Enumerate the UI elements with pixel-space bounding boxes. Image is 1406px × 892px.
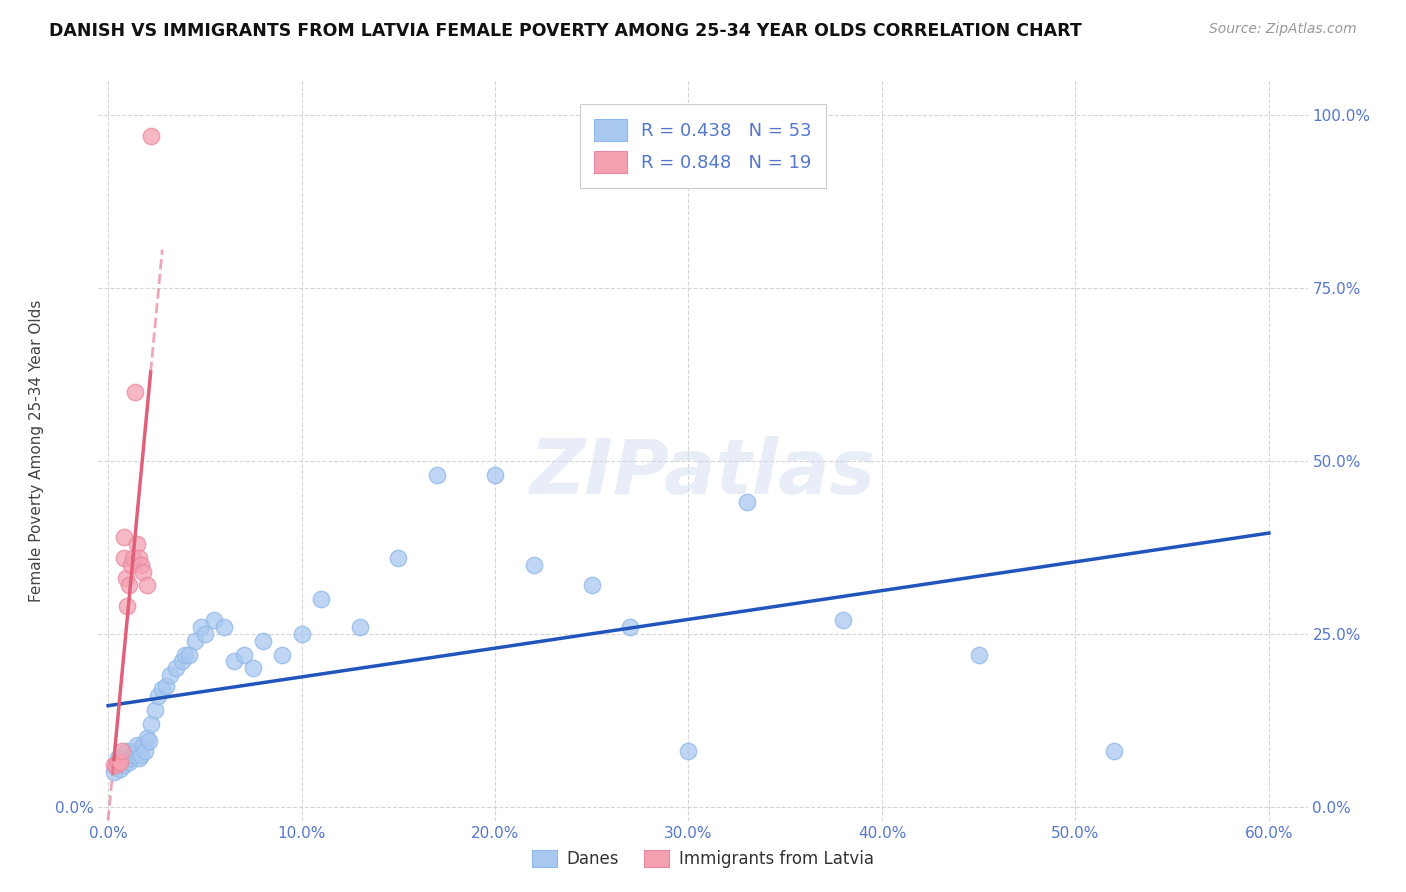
Point: [139, 128, 162, 143]
Point: [735, 495, 758, 509]
Point: [159, 668, 181, 682]
Point: [174, 648, 197, 662]
Point: [155, 679, 177, 693]
Point: [114, 751, 136, 765]
Legend: Danes, Immigrants from Latvia: Danes, Immigrants from Latvia: [524, 843, 882, 875]
Point: [349, 620, 371, 634]
Point: [387, 550, 409, 565]
Point: [134, 744, 156, 758]
Point: [148, 689, 170, 703]
Point: [581, 578, 603, 592]
Point: [832, 613, 855, 627]
Point: [112, 550, 135, 565]
Point: [104, 758, 127, 772]
Point: [232, 648, 254, 662]
Point: [117, 599, 139, 614]
Point: [204, 613, 226, 627]
Point: [179, 648, 201, 662]
Point: [190, 620, 212, 634]
Point: [127, 537, 149, 551]
Point: [271, 648, 294, 662]
Point: [309, 592, 332, 607]
Point: [111, 755, 134, 769]
Point: [104, 758, 127, 772]
Point: [132, 738, 155, 752]
Point: [135, 578, 157, 592]
Point: [120, 751, 142, 765]
Point: [135, 731, 157, 745]
Point: [619, 620, 641, 634]
Point: [184, 633, 207, 648]
Point: [143, 703, 166, 717]
Point: [678, 744, 700, 758]
Point: [165, 661, 187, 675]
Point: [124, 744, 146, 758]
Point: [122, 747, 145, 762]
Point: [128, 550, 150, 565]
Point: [170, 655, 193, 669]
Point: [426, 467, 449, 482]
Text: DANISH VS IMMIGRANTS FROM LATVIA FEMALE POVERTY AMONG 25-34 YEAR OLDS CORRELATIO: DANISH VS IMMIGRANTS FROM LATVIA FEMALE …: [49, 22, 1083, 40]
Point: [252, 633, 274, 648]
Point: [129, 747, 152, 762]
Point: [129, 558, 152, 572]
Text: Source: ZipAtlas.com: Source: ZipAtlas.com: [1209, 22, 1357, 37]
Legend: R = 0.438   N = 53, R = 0.848   N = 19: R = 0.438 N = 53, R = 0.848 N = 19: [579, 104, 827, 188]
Point: [112, 758, 135, 772]
Point: [111, 744, 134, 758]
Point: [107, 755, 129, 769]
Point: [150, 682, 173, 697]
Point: [139, 716, 162, 731]
Point: [118, 578, 141, 592]
Point: [112, 530, 135, 544]
Point: [114, 572, 136, 586]
Point: [132, 565, 155, 579]
Point: [222, 655, 245, 669]
Point: [107, 751, 129, 765]
Point: [290, 627, 312, 641]
Point: [103, 758, 125, 772]
Point: [122, 550, 145, 565]
Point: [967, 648, 990, 662]
Point: [103, 765, 125, 780]
Y-axis label: Female Poverty Among 25-34 Year Olds: Female Poverty Among 25-34 Year Olds: [28, 300, 44, 601]
Point: [118, 755, 141, 769]
Point: [523, 558, 546, 572]
Point: [124, 384, 146, 399]
Point: [212, 620, 235, 634]
Point: [194, 627, 217, 641]
Point: [128, 751, 150, 765]
Point: [138, 734, 160, 748]
Point: [108, 755, 131, 769]
Text: ZIPatlas: ZIPatlas: [530, 435, 876, 509]
Point: [1102, 744, 1125, 758]
Point: [108, 762, 131, 776]
Point: [120, 558, 142, 572]
Point: [127, 738, 149, 752]
Point: [242, 661, 264, 675]
Point: [484, 467, 506, 482]
Point: [117, 744, 139, 758]
